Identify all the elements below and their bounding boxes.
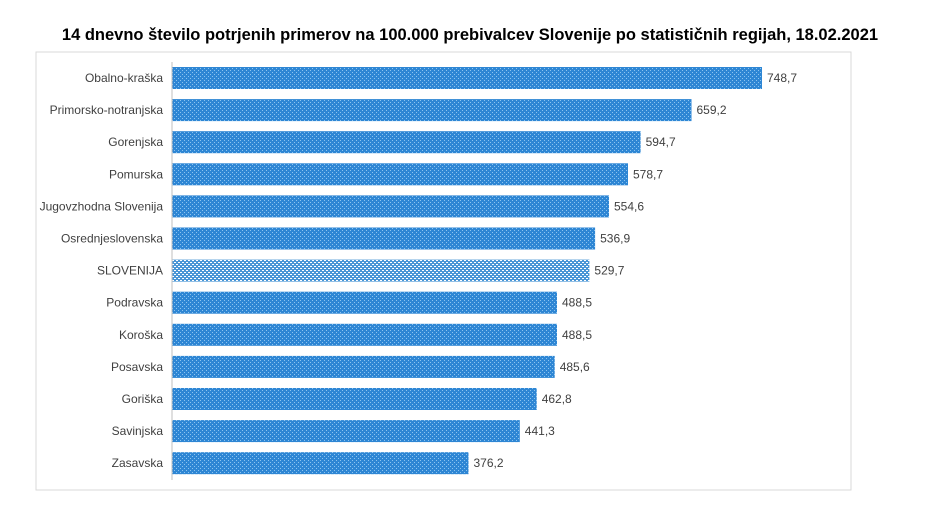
bar-region bbox=[172, 163, 628, 186]
bar-region bbox=[172, 388, 537, 410]
category-label: Osrednjeslovenska bbox=[61, 232, 163, 246]
category-label: Goriška bbox=[122, 392, 164, 406]
bar-region bbox=[172, 195, 609, 218]
value-label: 578,7 bbox=[633, 167, 663, 181]
bar-region bbox=[172, 67, 762, 89]
value-label: 462,8 bbox=[542, 392, 572, 406]
bar-region bbox=[172, 452, 469, 475]
value-label: 748,7 bbox=[767, 71, 797, 85]
bar-region bbox=[172, 355, 555, 378]
value-label: 554,6 bbox=[614, 199, 644, 213]
bar-region bbox=[172, 227, 596, 250]
value-label: 485,6 bbox=[560, 360, 590, 374]
category-label: Jugovzhodna Slovenija bbox=[40, 199, 164, 213]
category-label: Obalno-kraška bbox=[85, 71, 163, 85]
chart-frame bbox=[35, 51, 852, 491]
value-label: 536,9 bbox=[600, 232, 630, 246]
value-label: 488,5 bbox=[562, 296, 592, 310]
category-label: Posavska bbox=[111, 360, 163, 374]
category-label: Savinjska bbox=[112, 424, 164, 438]
category-label: SLOVENIJA bbox=[97, 264, 163, 278]
category-label: Gorenjska bbox=[108, 135, 163, 149]
value-label: 659,2 bbox=[697, 103, 727, 117]
chart-title: 14 dnevno število potrjenih primerov na … bbox=[61, 26, 879, 44]
category-label: Zasavska bbox=[112, 456, 164, 470]
category-label: Primorsko-notranjska bbox=[50, 103, 164, 117]
category-label: Pomurska bbox=[109, 167, 163, 181]
bar-region bbox=[172, 420, 520, 443]
bar-slovenija-highlight bbox=[172, 259, 590, 282]
category-label: Koroška bbox=[119, 328, 163, 342]
bar-region bbox=[172, 131, 641, 154]
value-label: 594,7 bbox=[646, 135, 676, 149]
value-label: 376,2 bbox=[474, 456, 504, 470]
bar-region bbox=[172, 99, 692, 122]
value-label: 488,5 bbox=[562, 328, 592, 342]
value-label: 441,3 bbox=[525, 424, 555, 438]
value-label: 529,7 bbox=[594, 264, 624, 278]
category-label: Podravska bbox=[106, 296, 163, 310]
bar-region bbox=[172, 323, 557, 346]
bars-group: Obalno-kraška 748,7 Primorsko-notranjska 65… bbox=[40, 67, 797, 475]
bar-region bbox=[172, 291, 557, 314]
